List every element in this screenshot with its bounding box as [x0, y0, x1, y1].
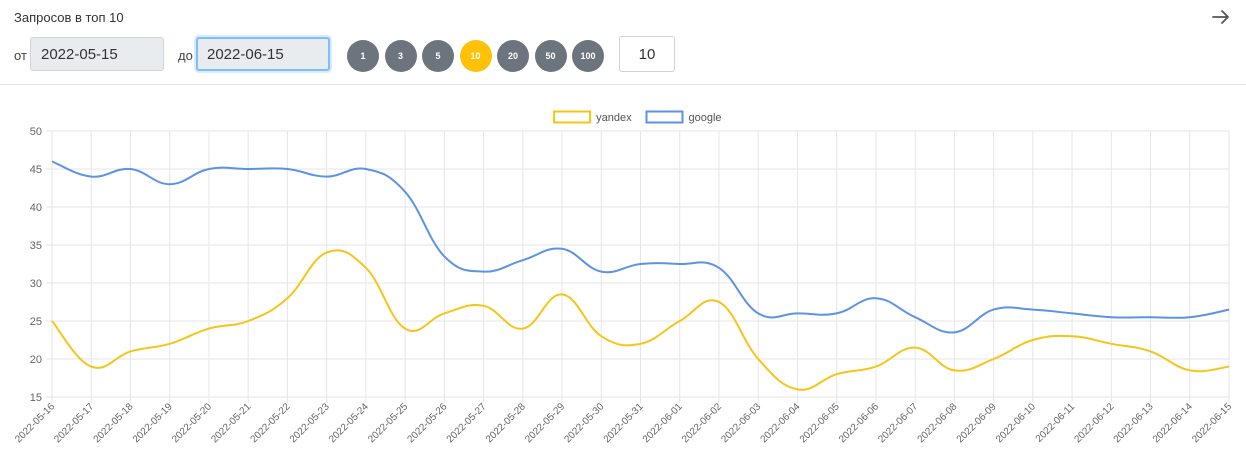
series-line-google: [51, 160, 1230, 334]
x-tick-label: 2022-05-22: [249, 401, 293, 445]
x-tick-label: 2022-06-13: [1112, 401, 1156, 445]
top-button-10[interactable]: 10: [459, 40, 492, 72]
page-title: Запросов в топ 10: [14, 10, 124, 25]
x-tick-label: 2022-05-27: [445, 401, 489, 445]
x-tick-label: 2022-06-11: [1034, 401, 1078, 445]
series-line-yandex: [51, 249, 1230, 391]
y-tick-label: 30: [30, 278, 42, 290]
x-tick-label: 2022-06-04: [759, 401, 803, 445]
y-tick-label: 20: [30, 354, 42, 366]
top-button-3[interactable]: 3: [384, 40, 417, 72]
y-tick-label: 35: [30, 240, 42, 252]
line-chart: 15202530354045502022-05-162022-05-172022…: [13, 110, 1234, 445]
x-tick-label: 2022-06-08: [916, 401, 960, 445]
top-button-1[interactable]: 1: [347, 40, 379, 72]
x-tick-label: 2022-05-28: [484, 401, 528, 445]
to-label: до: [178, 48, 193, 63]
x-tick-label: 2022-06-10: [994, 401, 1038, 445]
x-tick-label: 2022-05-23: [288, 401, 332, 445]
custom-top-input[interactable]: [619, 36, 675, 72]
x-tick-label: 2022-06-15: [1190, 401, 1234, 445]
x-tick-label: 2022-06-07: [876, 401, 920, 445]
x-tick-label: 2022-05-19: [131, 401, 175, 445]
y-tick-label: 50: [30, 126, 42, 138]
y-tick-label: 15: [30, 392, 42, 404]
top-button-5[interactable]: 5: [422, 40, 454, 72]
x-tick-label: 2022-06-09: [955, 401, 999, 445]
x-tick-label: 2022-06-06: [837, 401, 881, 445]
x-tick-label: 2022-05-24: [327, 401, 371, 445]
top-button-50[interactable]: 50: [534, 40, 567, 72]
x-tick-label: 2022-06-03: [719, 401, 763, 445]
x-tick-label: 2022-06-12: [1072, 401, 1116, 445]
x-tick-label: 2022-05-21: [209, 401, 253, 445]
from-label: от: [14, 48, 27, 63]
date-to-input[interactable]: [196, 37, 330, 71]
x-tick-label: 2022-05-29: [523, 401, 567, 445]
divider: [0, 84, 1246, 85]
y-tick-label: 40: [30, 202, 42, 214]
legend-label-google: google: [689, 112, 722, 124]
x-tick-label: 2022-05-20: [170, 401, 214, 445]
x-tick-label: 2022-06-14: [1151, 401, 1195, 445]
y-tick-label: 25: [30, 316, 42, 328]
x-tick-label: 2022-06-02: [680, 401, 724, 445]
x-tick-label: 2022-05-26: [406, 401, 450, 445]
date-from-input[interactable]: [30, 37, 164, 71]
legend-swatch-google: [645, 110, 684, 124]
x-tick-label: 2022-05-31: [602, 401, 646, 445]
x-tick-label: 2022-05-25: [366, 401, 410, 445]
x-tick-label: 2022-05-17: [52, 401, 96, 445]
x-tick-label: 2022-05-16: [13, 401, 57, 445]
legend-swatch-yandex: [553, 110, 592, 124]
x-tick-label: 2022-06-05: [798, 401, 842, 445]
x-tick-label: 2022-05-18: [92, 401, 136, 445]
y-tick-label: 45: [30, 164, 42, 176]
arrow-right-icon[interactable]: [1210, 6, 1232, 28]
top-button-20[interactable]: 20: [497, 40, 529, 72]
legend-label-yandex: yandex: [596, 112, 632, 124]
x-tick-label: 2022-05-30: [562, 401, 606, 445]
top-button-100[interactable]: 100: [572, 40, 604, 72]
x-tick-label: 2022-06-01: [641, 401, 685, 445]
